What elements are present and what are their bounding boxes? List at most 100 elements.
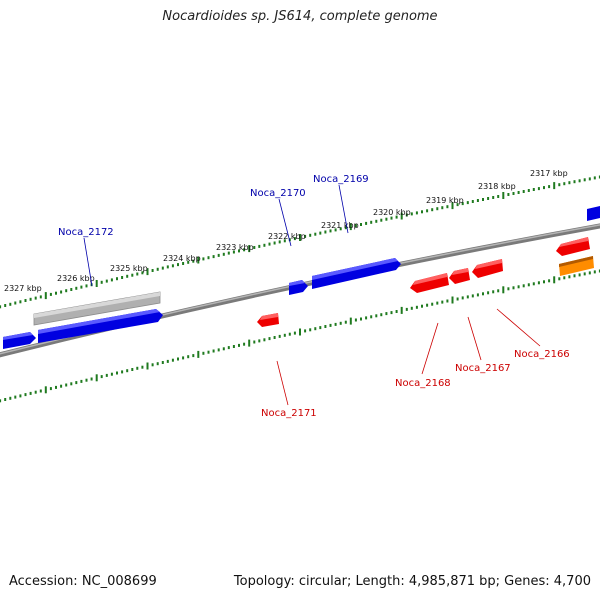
minor-tick [512, 192, 515, 195]
minor-tick [293, 331, 296, 335]
minor-tick [314, 232, 317, 236]
major-tick [146, 268, 149, 276]
minor-tick [80, 379, 83, 383]
minor-tick [0, 305, 2, 309]
minor-tick [227, 251, 230, 255]
map-title: Nocardioides sp. JS614, complete genome [162, 9, 438, 24]
minor-tick [253, 246, 256, 249]
gene-noca-2172-shade [38, 309, 160, 334]
minor-tick [60, 384, 63, 388]
minor-tick [324, 325, 327, 328]
minor-tick [548, 279, 551, 283]
minor-tick [537, 187, 540, 191]
minor-tick [141, 271, 144, 275]
leader-noca-2171 [276, 360, 289, 406]
minor-tick [131, 368, 134, 371]
tick-label: 2321 kbp [321, 221, 359, 230]
minor-tick [532, 188, 535, 191]
major-tick [299, 234, 301, 241]
minor-tick [385, 217, 388, 221]
minor-tick [344, 320, 347, 324]
major-tick [400, 212, 403, 220]
major-tick [146, 362, 149, 370]
minor-tick [365, 316, 368, 320]
accession-text: Accession: NC_008699 [9, 574, 157, 589]
major-tick [349, 317, 352, 325]
minor-tick [456, 297, 459, 301]
minor-tick [232, 250, 235, 254]
minor-tick [476, 199, 479, 202]
minor-tick [136, 366, 139, 370]
minor-tick [161, 266, 164, 270]
tick-label: 2325 kbp [110, 264, 148, 273]
minor-tick [370, 220, 373, 224]
minor-tick [70, 288, 73, 291]
gene-noca-2172[interactable] [38, 309, 163, 343]
minor-tick [558, 183, 561, 187]
minor-tick [497, 195, 500, 198]
minor-tick [0, 399, 2, 403]
minor-tick [360, 223, 362, 226]
minor-tick [273, 336, 276, 339]
major-tick [553, 182, 556, 190]
tick-label: 2324 kbp [163, 254, 201, 263]
minor-tick [329, 323, 332, 327]
gene-noca-2169[interactable] [312, 258, 401, 289]
minor-tick [466, 201, 469, 205]
minor-tick [222, 252, 225, 256]
minor-tick [34, 296, 37, 300]
minor-tick [243, 342, 246, 346]
minor-tick [385, 312, 388, 316]
minor-tick [482, 292, 484, 296]
minor-tick [446, 299, 449, 303]
minor-tick [517, 191, 520, 194]
minor-tick [532, 282, 535, 286]
minor-tick [29, 297, 32, 301]
minor-tick [471, 200, 474, 203]
major-tick [44, 386, 47, 394]
minor-tick [4, 304, 7, 307]
minor-tick [304, 329, 307, 333]
minor-tick [380, 218, 383, 222]
major-tick [248, 245, 251, 253]
minor-tick [110, 372, 113, 376]
minor-tick [319, 231, 322, 235]
minor-tick [578, 273, 581, 277]
minor-tick [49, 292, 52, 296]
minor-tick [334, 322, 337, 326]
minor-tick [507, 287, 510, 291]
minor-tick [75, 381, 78, 385]
minor-tick [441, 206, 444, 210]
minor-tick [253, 340, 256, 344]
gene-noca-2167-shade [452, 268, 468, 275]
minor-tick [116, 371, 118, 375]
forward-genes [3, 206, 600, 349]
minor-tick [19, 394, 22, 398]
minor-tick [563, 276, 566, 280]
minor-tick [217, 348, 220, 352]
gene-feature-grey-shade [34, 292, 160, 318]
minor-tick [85, 284, 88, 288]
minor-tick [492, 196, 495, 199]
major-tick [451, 296, 454, 304]
minor-tick [436, 207, 439, 211]
minor-tick [166, 265, 169, 269]
minor-tick [65, 289, 68, 293]
minor-tick [263, 243, 266, 247]
minor-tick [207, 350, 210, 354]
minor-tick [100, 375, 103, 379]
tick-label: 2322 kbp [268, 232, 306, 241]
gene-blue-right-edge[interactable] [587, 206, 600, 221]
minor-tick [487, 291, 490, 295]
minor-tick [370, 315, 373, 319]
minor-tick [9, 302, 12, 306]
minor-tick [522, 284, 525, 288]
minor-tick [187, 260, 190, 264]
gene-orange[interactable] [559, 256, 594, 276]
minor-tick [461, 202, 464, 206]
minor-tick [187, 355, 190, 359]
minor-tick [207, 256, 210, 260]
tick-label: 2320 kbp [373, 208, 411, 217]
tick-label: 2327 kbp [4, 284, 42, 293]
minor-tick [436, 301, 439, 305]
